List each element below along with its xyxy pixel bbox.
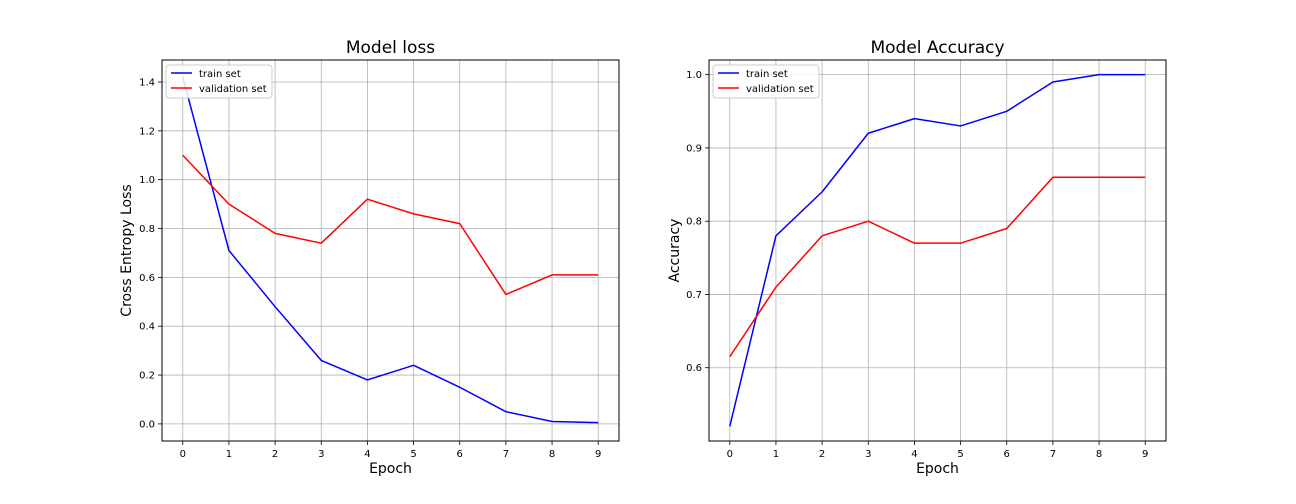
accuracy-y-tick-label: 0.6 — [686, 363, 702, 374]
loss-chart-title: Model loss — [346, 38, 435, 58]
accuracy-x-tick-label: 6 — [1004, 449, 1010, 460]
loss-x-tick-label: 8 — [549, 449, 555, 460]
loss-x-tick-label: 0 — [180, 449, 186, 460]
loss-y-axis-label: Cross Entropy Loss — [119, 184, 135, 316]
accuracy-grid — [709, 60, 1166, 441]
accuracy-y-ticks: 0.6 0.7 0.8 0.9 1.0 — [686, 70, 709, 374]
accuracy-legend: train set validation set — [712, 64, 820, 99]
accuracy-y-tick-label: 0.9 — [686, 143, 702, 154]
loss-grid — [162, 60, 619, 441]
loss-chart: 0 1 2 3 4 5 6 7 8 9 0.0 0.2 0.4 0.6 0.8 1.0 1.2 1.4 Mode… — [119, 38, 620, 477]
accuracy-validation-set-line — [729, 176, 1146, 358]
loss-x-tick-label: 7 — [503, 449, 509, 460]
accuracy-y-axis-label: Accuracy — [667, 219, 683, 283]
loss-x-tick-label: 6 — [457, 449, 463, 460]
loss-legend-box — [165, 64, 273, 99]
accuracy-legend-label-validation: validation set — [746, 84, 814, 95]
loss-x-tick-label: 4 — [364, 449, 370, 460]
accuracy-x-tick-label: 1 — [773, 449, 779, 460]
accuracy-x-ticks: 0 1 2 3 4 5 6 7 8 9 — [727, 441, 1148, 460]
loss-series-group — [182, 76, 599, 424]
loss-x-ticks: 0 1 2 3 4 5 6 7 8 9 — [180, 441, 601, 460]
loss-x-axis-label: Epoch — [369, 461, 412, 477]
loss-y-tick-label: 0.2 — [139, 371, 155, 382]
accuracy-series-group — [729, 73, 1146, 427]
loss-y-tick-label: 0.6 — [139, 273, 155, 284]
accuracy-x-tick-label: 4 — [911, 449, 917, 460]
loss-y-tick-label: 1.0 — [139, 175, 155, 186]
accuracy-plot-frame — [708, 59, 1167, 442]
accuracy-x-tick-label: 5 — [957, 449, 963, 460]
loss-x-tick-label: 9 — [595, 449, 601, 460]
accuracy-x-tick-label: 2 — [819, 449, 825, 460]
loss-y-tick-label: 0.8 — [139, 224, 155, 235]
loss-train-set-line — [182, 76, 599, 424]
accuracy-x-axis-label: Epoch — [916, 461, 959, 477]
accuracy-legend-box — [712, 64, 820, 99]
loss-y-tick-label: 1.4 — [139, 77, 155, 88]
accuracy-legend-label-train: train set — [746, 69, 788, 80]
accuracy-x-tick-label: 3 — [865, 449, 871, 460]
loss-y-ticks: 0.0 0.2 0.4 0.6 0.8 1.0 1.2 1.4 — [139, 77, 162, 430]
loss-legend: train set validation set — [165, 64, 273, 99]
loss-x-tick-label: 1 — [226, 449, 232, 460]
loss-x-tick-label: 2 — [272, 449, 278, 460]
loss-y-tick-label: 0.4 — [139, 322, 155, 333]
accuracy-y-tick-label: 0.7 — [686, 290, 702, 301]
accuracy-x-tick-label: 0 — [727, 449, 733, 460]
loss-validation-set-line — [182, 154, 599, 296]
loss-y-tick-label: 0.0 — [139, 419, 155, 430]
accuracy-x-tick-label: 9 — [1142, 449, 1148, 460]
accuracy-y-tick-label: 0.8 — [686, 217, 702, 228]
loss-legend-label-validation: validation set — [199, 84, 267, 95]
accuracy-y-tick-label: 1.0 — [686, 70, 702, 81]
loss-x-tick-label: 5 — [410, 449, 416, 460]
loss-y-tick-label: 1.2 — [139, 126, 155, 137]
loss-legend-label-train: train set — [199, 69, 241, 80]
accuracy-train-set-line — [729, 73, 1146, 427]
loss-plot-frame — [161, 59, 620, 442]
accuracy-x-tick-label: 8 — [1096, 449, 1102, 460]
loss-x-tick-label: 3 — [318, 449, 324, 460]
accuracy-x-tick-label: 7 — [1050, 449, 1056, 460]
accuracy-chart: 0 1 2 3 4 5 6 7 8 9 0.6 0.7 0.8 0.9 1.0 Model Accurac… — [667, 38, 1167, 477]
accuracy-chart-title: Model Accuracy — [870, 38, 1004, 58]
